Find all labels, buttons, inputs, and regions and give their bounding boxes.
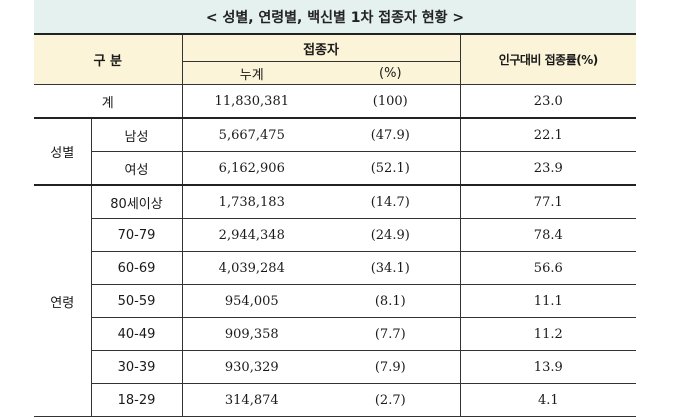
row-label: 80세이상	[91, 185, 183, 219]
row-label: 40-49	[91, 317, 183, 351]
row-pct: (47.9)	[321, 118, 461, 152]
row-count: 314,874	[182, 383, 322, 417]
row-pct: (52.1)	[321, 151, 461, 186]
row-count: 2,944,348	[182, 218, 322, 252]
total-label: 계	[34, 84, 183, 119]
row-rate: 56.6	[460, 251, 637, 285]
cumulative-header: 누계	[182, 61, 322, 85]
row-rate: 11.1	[460, 284, 637, 318]
row-rate: 23.9	[460, 151, 637, 186]
table-title: < 성별, 연령별, 백신별 1차 접종자 현황 >	[34, 0, 636, 33]
category-header: 구 분	[34, 33, 183, 85]
row-count: 6,162,906	[182, 151, 322, 186]
row-label: 50-59	[91, 284, 183, 318]
row-count: 5,667,475	[182, 118, 322, 152]
row-rate: 13.9	[460, 350, 637, 384]
total-rate: 23.0	[460, 84, 637, 119]
vaccination-table: 구 분 접종자 인구대비 접종률(%) 누계 (%) 계 11,830,381 …	[34, 33, 637, 417]
table-row: 30-39 930,329 (7.9) 13.9	[34, 350, 637, 384]
row-label: 30-39	[91, 350, 183, 384]
row-label: 남성	[91, 118, 183, 152]
row-pct: (7.9)	[321, 350, 461, 384]
row-label: 18-29	[91, 383, 183, 417]
row-pct: (14.7)	[321, 185, 461, 219]
table-row: 여성 6,162,906 (52.1) 23.9	[34, 151, 637, 186]
row-count: 4,039,284	[182, 251, 322, 285]
row-label: 60-69	[91, 251, 183, 285]
sex-group-label: 성별	[34, 118, 92, 186]
row-rate: 77.1	[460, 185, 637, 219]
row-rate: 4.1	[460, 383, 637, 417]
table-row: 18-29 314,874 (2.7) 4.1	[34, 383, 637, 417]
row-pct: (8.1)	[321, 284, 461, 318]
row-count: 1,738,183	[182, 185, 322, 219]
row-pct: (7.7)	[321, 317, 461, 351]
vaccinated-header: 접종자	[182, 33, 461, 62]
table-row: 50-59 954,005 (8.1) 11.1	[34, 284, 637, 318]
row-rate: 11.2	[460, 317, 637, 351]
table-row: 60-69 4,039,284 (34.1) 56.6	[34, 251, 637, 285]
total-count: 11,830,381	[182, 84, 322, 119]
row-pct: (34.1)	[321, 251, 461, 285]
row-label: 70-79	[91, 218, 183, 252]
row-count: 930,329	[182, 350, 322, 384]
age-group-label: 연령	[34, 185, 92, 417]
row-pct: (24.9)	[321, 218, 461, 252]
table-row: 연령 80세이상 1,738,183 (14.7) 77.1	[34, 185, 637, 417]
table-row: 성별 남성 5,667,475 (47.9) 22.1	[34, 118, 637, 186]
row-label: 여성	[91, 151, 183, 186]
table-row: 70-79 2,944,348 (24.9) 78.4	[34, 218, 637, 252]
row-pct: (2.7)	[321, 383, 461, 417]
table-row: 40-49 909,358 (7.7) 11.2	[34, 317, 637, 351]
total-row: 계 11,830,381 (100) 23.0	[34, 84, 637, 119]
row-rate: 22.1	[460, 118, 637, 152]
rate-header: 인구대비 접종률(%)	[460, 33, 637, 85]
row-rate: 78.4	[460, 218, 637, 252]
row-count: 909,358	[182, 317, 322, 351]
row-count: 954,005	[182, 284, 322, 318]
total-pct: (100)	[321, 84, 461, 119]
percent-header: (%)	[321, 61, 461, 85]
